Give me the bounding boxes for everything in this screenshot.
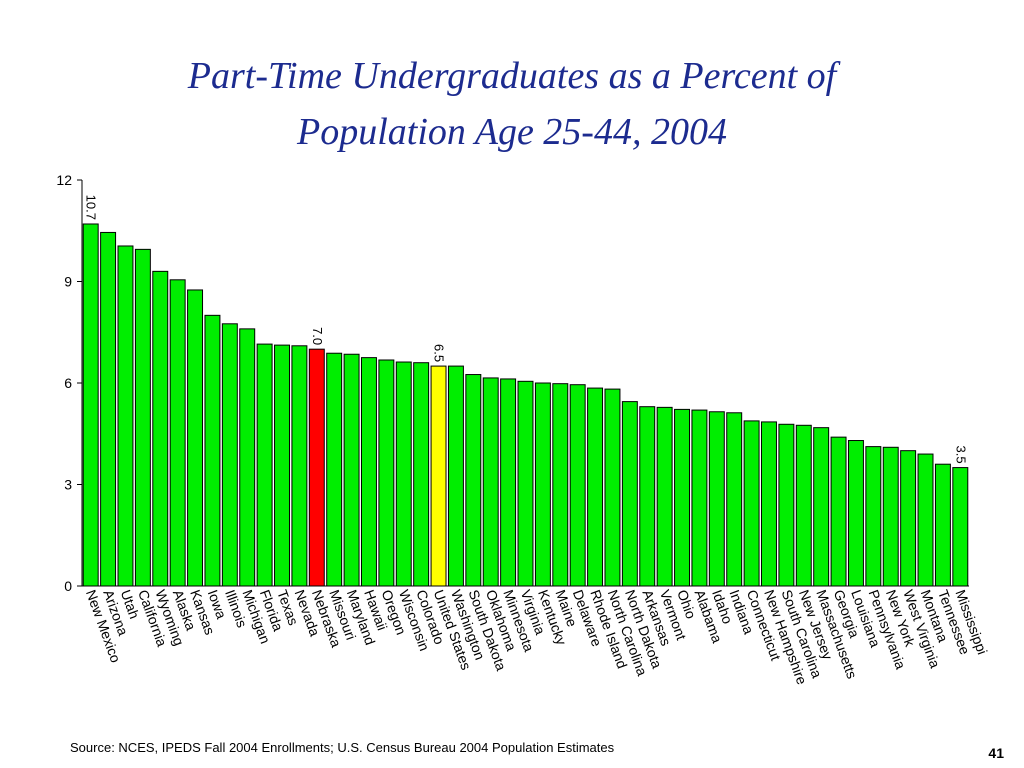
- bar: [274, 344, 290, 587]
- y-tick-label: 12: [56, 172, 72, 188]
- bar: [917, 453, 934, 587]
- bar: [674, 408, 691, 587]
- bar: [761, 421, 777, 587]
- y-tick-label: 6: [64, 375, 72, 391]
- bar: [691, 409, 708, 587]
- bar: [360, 357, 377, 587]
- bar: [621, 401, 638, 587]
- bar: [326, 352, 343, 587]
- bar: [308, 348, 325, 587]
- bar: [291, 345, 308, 587]
- bar: [587, 387, 604, 587]
- bar: [239, 328, 256, 587]
- bar: [500, 378, 517, 587]
- bar: [552, 383, 569, 587]
- page-number: 41: [988, 745, 1004, 761]
- bar: [865, 446, 882, 587]
- bar: [413, 362, 430, 587]
- bar: [900, 450, 917, 587]
- y-tick-label: 3: [64, 477, 72, 493]
- y-tick-label: 0: [64, 578, 72, 594]
- bar: [134, 248, 151, 587]
- data-label: 6.5: [432, 344, 447, 362]
- bar: [395, 361, 412, 587]
- bar: [343, 353, 360, 587]
- bar: [482, 377, 499, 587]
- bar: [517, 380, 534, 587]
- data-label: 10.7: [84, 195, 99, 220]
- bar: [639, 406, 656, 587]
- bar: [378, 359, 395, 587]
- bar: [847, 440, 864, 587]
- bar: [152, 270, 169, 587]
- bar: [100, 231, 117, 587]
- bar: [82, 223, 99, 587]
- chart-title: Part-Time Undergraduates as a Percent of…: [0, 48, 1024, 160]
- bar: [569, 384, 586, 587]
- bar: [465, 374, 482, 587]
- bar: [830, 436, 847, 587]
- bar: [256, 343, 273, 587]
- bar: [430, 365, 447, 587]
- bar: [656, 406, 673, 587]
- bar: [169, 279, 186, 587]
- bar: [778, 423, 795, 587]
- chart-title-line2: Population Age 25-44, 2004: [297, 111, 727, 153]
- source-note: Source: NCES, IPEDS Fall 2004 Enrollment…: [70, 740, 615, 755]
- bar: [187, 289, 204, 587]
- bar: [934, 463, 951, 587]
- bar: [534, 382, 551, 587]
- data-label: 7.0: [310, 327, 325, 345]
- bar: [221, 323, 238, 587]
- bar: [882, 446, 899, 587]
- y-tick-label: 9: [64, 274, 72, 290]
- bar: [952, 467, 969, 587]
- bar: [117, 245, 134, 587]
- data-label: 3.5: [953, 446, 968, 464]
- bar: [743, 420, 760, 587]
- bar: [447, 365, 464, 587]
- bar: [708, 411, 725, 587]
- bar: [204, 314, 221, 587]
- bar: [604, 388, 621, 587]
- chart-title-line1: Part-Time Undergraduates as a Percent of: [187, 55, 837, 97]
- bar: [795, 424, 812, 587]
- bar: [726, 412, 743, 587]
- bar: [813, 427, 830, 587]
